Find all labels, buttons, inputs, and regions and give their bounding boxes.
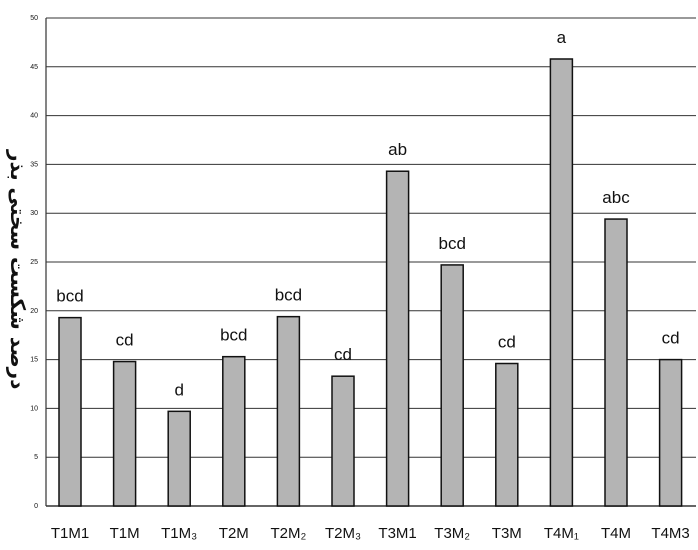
x-tick-label: T1M [110,525,140,542]
bars [58,58,683,507]
x-tick-label: T3M [492,525,522,542]
data-label: cd [498,333,516,352]
bar [167,410,191,507]
y-tick-label: 25 [30,259,38,266]
bar [58,316,82,507]
x-tick-label: T2M₃ [325,525,361,542]
y-tick-label: 40 [30,113,38,120]
data-label: cd [334,345,352,364]
y-tick-labels: 0 5 10 15 20 25 30 35 40 45 50 [30,15,38,510]
x-tick-label: T4M3 [651,525,689,542]
data-labels: bcd cd d bcd bcd cd ab bcd cd a abc cd [56,28,679,399]
x-tick-label: T2M [219,525,249,542]
data-label: bcd [220,326,247,345]
bar [495,362,519,507]
data-label: bcd [438,234,465,253]
y-tick-label: 30 [30,210,38,217]
data-label: d [174,380,183,399]
y-tick-label: 15 [30,357,38,364]
y-tick-label: 35 [30,161,38,168]
data-label: bcd [275,286,302,305]
bar [276,315,301,507]
bar [549,58,574,507]
x-tick-label: T3M1 [378,525,416,542]
data-label: ab [388,140,407,159]
y-tick-label: 5 [34,454,38,461]
data-label: cd [116,331,134,350]
y-tick-label: 50 [30,15,38,22]
x-tick-label: T4M [601,525,631,542]
grid-lines [45,17,696,507]
bar [112,360,137,507]
data-label: bcd [56,287,83,306]
y-tick-label: 10 [30,405,38,412]
y-axis-label: درصد شکست سختی بذر [6,150,30,390]
y-tick-label: 20 [30,308,38,315]
x-tick-labels: T1M1 T1M T1M₃ T2M T2M₂ T2M₃ T3M1 T3M₂ T3M T4M₁ T4M… [51,525,690,542]
data-label: a [557,28,567,47]
x-tick-label: T4M₁ [544,525,579,542]
y-tick-label: 0 [34,503,38,510]
y-tick-label: 45 [30,64,38,71]
data-label: abc [602,188,630,207]
y-axis-label-container: درصد شکست سختی بذر [4,120,32,420]
bar [604,218,628,507]
x-tick-label: T2M₂ [270,525,306,542]
bar [222,355,246,507]
bar [385,170,410,507]
x-tick-label: T3M₂ [434,525,470,542]
x-tick-label: T1M1 [51,525,89,542]
bar [658,358,683,507]
x-tick-label: T1M₃ [161,525,197,542]
bar [331,375,355,507]
bar [440,264,464,507]
data-label: cd [662,329,680,348]
